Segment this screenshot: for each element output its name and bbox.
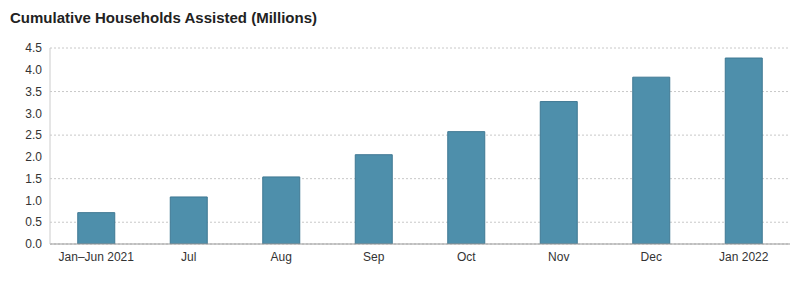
svg-text:3.0: 3.0 — [25, 107, 42, 121]
svg-text:2.0: 2.0 — [25, 150, 42, 164]
svg-text:Nov: Nov — [548, 250, 569, 264]
svg-text:Sep: Sep — [363, 250, 385, 264]
svg-text:4.0: 4.0 — [25, 63, 42, 77]
svg-text:1.5: 1.5 — [25, 172, 42, 186]
svg-text:Oct: Oct — [457, 250, 476, 264]
svg-text:Dec: Dec — [641, 250, 662, 264]
svg-text:Jan 2022: Jan 2022 — [719, 250, 769, 264]
svg-text:0.0: 0.0 — [25, 237, 42, 251]
svg-text:Jan–Jun 2021: Jan–Jun 2021 — [59, 250, 135, 264]
svg-text:0.5: 0.5 — [25, 215, 42, 229]
svg-text:2.5: 2.5 — [25, 128, 42, 142]
svg-text:3.5: 3.5 — [25, 85, 42, 99]
svg-text:4.5: 4.5 — [25, 41, 42, 55]
html-text:Cumulative Households Assisted: Cumulative Households Assisted (Millions… — [10, 9, 317, 26]
svg-text:1.0: 1.0 — [25, 194, 42, 208]
svg-text:Aug: Aug — [271, 250, 292, 264]
svg-text:Jul: Jul — [181, 250, 196, 264]
